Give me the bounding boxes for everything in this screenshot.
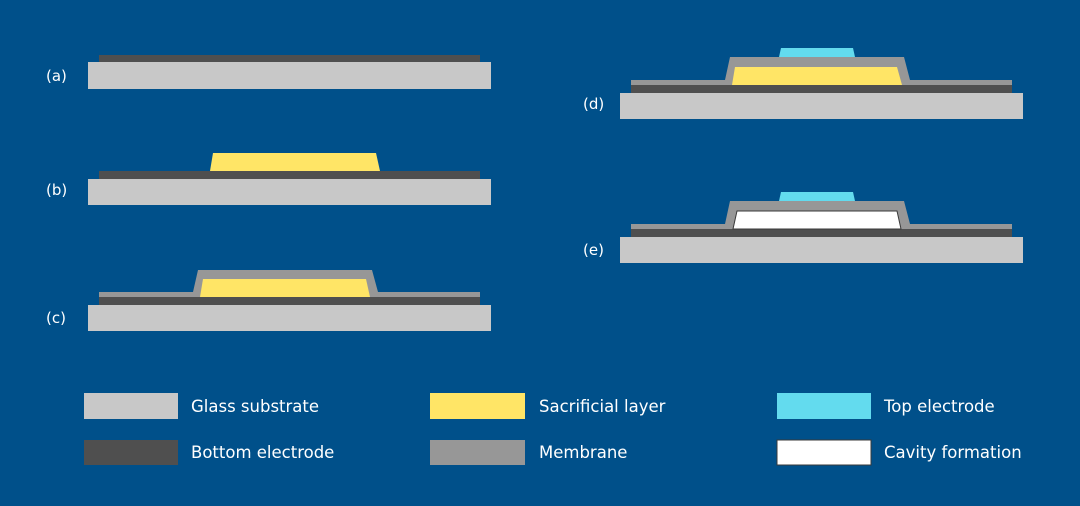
- step-a-label: (a): [46, 67, 67, 85]
- top-electrode: [779, 192, 855, 201]
- legend-swatch: [84, 440, 178, 465]
- bottom-electrode: [631, 85, 1012, 93]
- legend-swatch: [430, 393, 525, 419]
- bottom-electrode: [99, 297, 480, 305]
- legend-item-glass-substrate: Glass substrate: [84, 393, 319, 419]
- sacrificial-layer: [732, 67, 902, 85]
- step-d: (d): [583, 48, 1023, 119]
- legend-item-membrane: Membrane: [430, 440, 627, 465]
- legend-label: Top electrode: [883, 397, 995, 416]
- legend-label: Glass substrate: [191, 397, 319, 416]
- bottom-electrode: [99, 55, 480, 62]
- legend-label: Sacrificial layer: [539, 397, 666, 416]
- legend-item-bottom-electrode: Bottom electrode: [84, 440, 334, 465]
- legend-swatch: [430, 440, 525, 465]
- glass-substrate: [88, 179, 491, 205]
- top-electrode: [779, 48, 855, 57]
- legend: Glass substrate Bottom electrode Sacrifi…: [84, 393, 1022, 466]
- legend-item-top-electrode: Top electrode: [777, 393, 995, 419]
- legend-item-sacrificial-layer: Sacrificial layer: [430, 393, 666, 419]
- step-d-label: (d): [583, 95, 604, 113]
- step-e: (e): [583, 192, 1023, 263]
- legend-swatch: [777, 393, 871, 419]
- glass-substrate: [620, 237, 1023, 263]
- step-c-label: (c): [46, 309, 66, 327]
- sacrificial-layer: [200, 279, 370, 297]
- step-b: (b): [46, 153, 491, 205]
- bottom-electrode: [99, 171, 480, 179]
- step-c: (c): [46, 270, 491, 331]
- step-e-label: (e): [583, 241, 604, 259]
- bottom-electrode: [631, 229, 1012, 237]
- legend-swatch: [84, 393, 178, 419]
- step-a: (a): [46, 55, 491, 89]
- legend-item-cavity-formation: Cavity formation: [776, 439, 1022, 466]
- sacrificial-layer: [210, 153, 380, 171]
- legend-label: Membrane: [539, 443, 627, 462]
- glass-substrate: [620, 93, 1023, 119]
- glass-substrate: [88, 305, 491, 331]
- legend-label: Cavity formation: [884, 443, 1022, 462]
- legend-label: Bottom electrode: [191, 443, 334, 462]
- cavity: [732, 210, 902, 230]
- legend-swatch: [776, 439, 872, 466]
- glass-substrate: [88, 62, 491, 89]
- step-b-label: (b): [46, 181, 67, 199]
